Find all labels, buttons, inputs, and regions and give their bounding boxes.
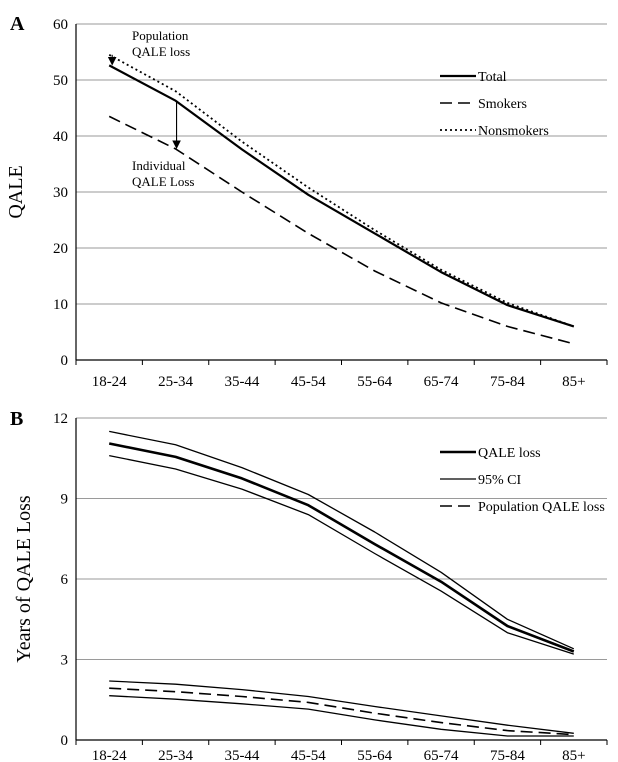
y-tick-label: 20 (53, 241, 68, 257)
x-tick-label: 75-84 (490, 748, 525, 762)
x-tick-label: 65-74 (424, 748, 459, 762)
x-tick-label: 25-34 (158, 748, 193, 762)
legend-label: Total (478, 70, 507, 85)
x-tick-label: 85+ (562, 748, 585, 762)
x-tick-label: 35-44 (224, 748, 259, 762)
x-tick-label: 35-44 (224, 374, 259, 390)
legend-label: Nonsmokers (478, 124, 549, 139)
series-line (109, 695, 574, 737)
y-tick-label: 0 (61, 733, 69, 749)
chart-panel-a: 0 10 20 30 40 50 60 18-24 25-34 35-44 45-54 55-64 65… (5, 13, 608, 390)
y-axis-title: QALE (5, 165, 27, 218)
y-tick-label: 6 (61, 572, 69, 588)
y-tick-label: 50 (53, 73, 68, 89)
y-tick-label: 3 (61, 653, 69, 669)
annotation-text: Population (132, 28, 189, 43)
series-line (108, 64, 575, 328)
series-line (108, 442, 575, 653)
y-tick-label: 10 (53, 297, 68, 313)
y-axis-title: Years of QALE Loss (13, 495, 35, 663)
panel-label: B (10, 408, 23, 430)
x-tick-label: 55-64 (357, 748, 392, 762)
legend-label: QALE loss (478, 446, 541, 461)
x-tick-label: 75-84 (490, 374, 525, 390)
x-tick-label: 18-24 (92, 374, 127, 390)
y-tick-label: 40 (53, 129, 68, 145)
series-line (109, 687, 574, 736)
x-tick-label: 45-54 (291, 374, 326, 390)
series-line (108, 115, 575, 345)
panel-label: A (10, 13, 25, 35)
series-line (109, 680, 574, 734)
legend-label: 95% CI (478, 473, 522, 488)
y-tick-label: 60 (53, 17, 68, 33)
series-line (108, 54, 575, 328)
annotation-text: Individual (132, 158, 186, 173)
x-tick-label: 55-64 (357, 374, 392, 390)
legend-label: Smokers (478, 97, 527, 112)
x-tick-label: 25-34 (158, 374, 193, 390)
x-tick-label: 65-74 (424, 374, 459, 390)
y-tick-label: 9 (61, 492, 69, 508)
x-tick-label: 85+ (562, 374, 585, 390)
series-line (109, 454, 574, 655)
y-tick-label: 12 (53, 411, 68, 427)
annotation-text: QALE loss (132, 44, 190, 59)
y-tick-label: 30 (53, 185, 68, 201)
legend-label: Population QALE loss (478, 500, 605, 515)
x-tick-label: 18-24 (92, 748, 127, 762)
y-tick-label: 0 (61, 353, 69, 369)
chart-panel-b: 0 3 6 9 12 18-24 25-34 35-44 45-54 55-64 65-74 75-8… (10, 408, 608, 762)
x-tick-label: 45-54 (291, 748, 326, 762)
series-line (109, 430, 575, 650)
annotation-text: QALE Loss (132, 174, 194, 189)
